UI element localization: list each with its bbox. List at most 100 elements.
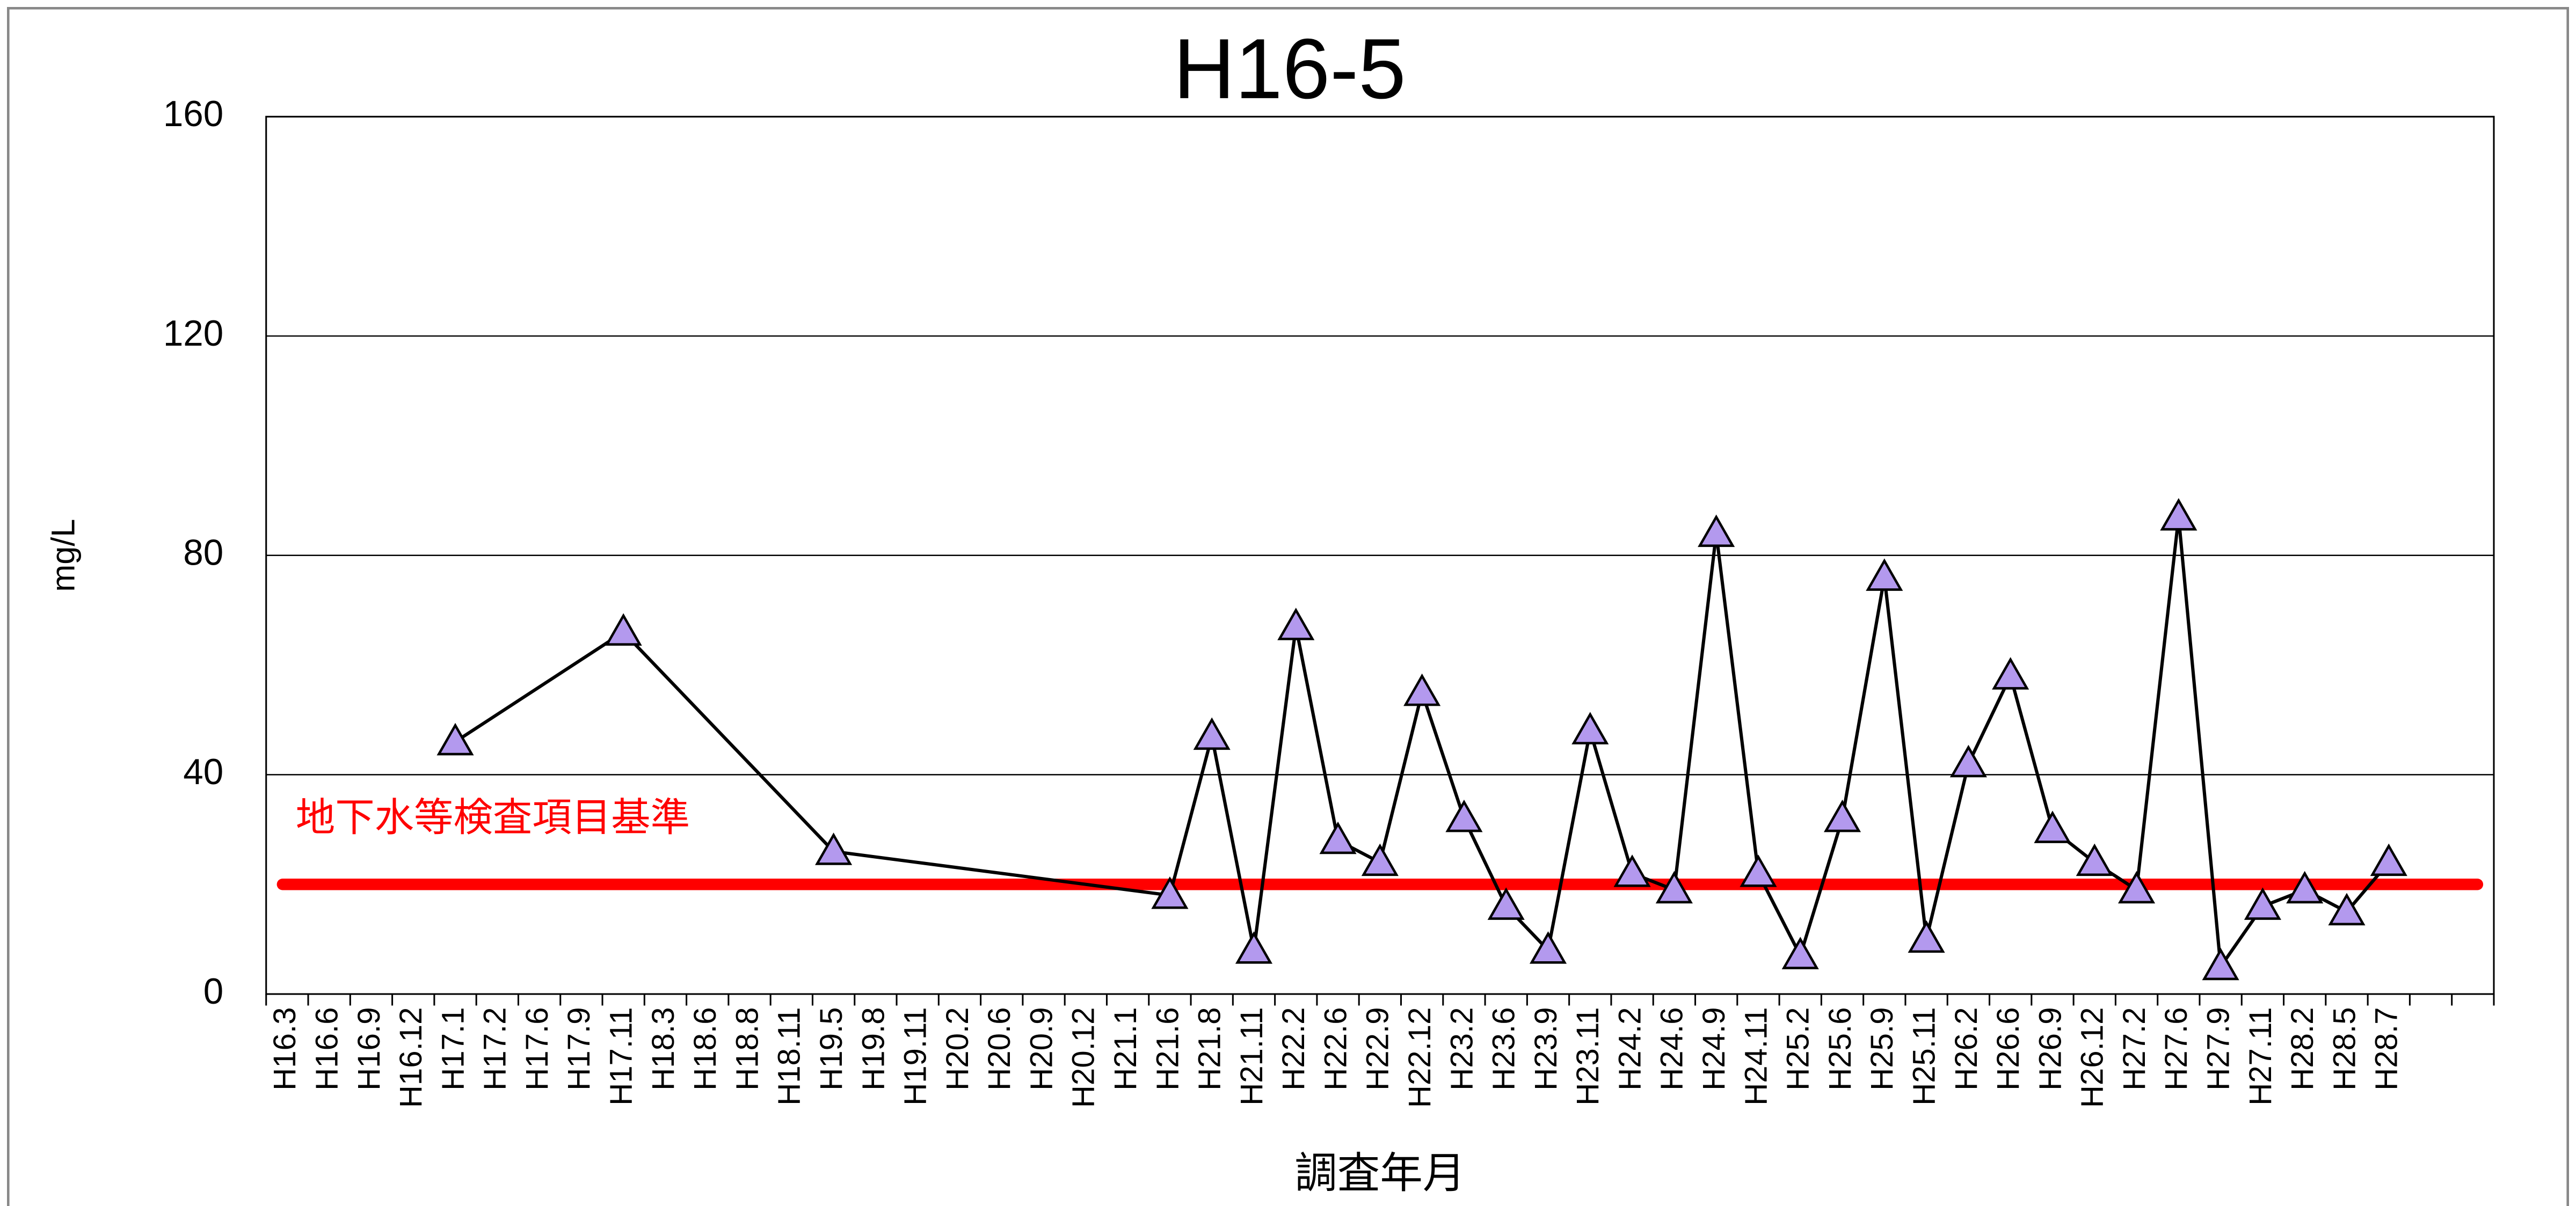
marker (815, 832, 853, 865)
x-tick-label: H20.2 (940, 1007, 975, 1091)
y-tick-label: 0 (203, 971, 223, 1012)
y-tick-label: 120 (163, 313, 223, 354)
x-tick-label: H22.9 (1360, 1007, 1395, 1091)
x-tick-label: H18.3 (646, 1007, 681, 1091)
marker (2034, 810, 2071, 843)
marker (605, 613, 642, 646)
line-segment (1757, 872, 1802, 956)
line-segment (1420, 692, 1466, 820)
x-tick-label: H28.7 (2369, 1007, 2404, 1091)
marker (1403, 673, 1441, 706)
x-tick-label: H27.2 (2117, 1007, 2152, 1091)
marker (1992, 657, 2029, 690)
line-segment (1378, 692, 1424, 863)
x-tick-label: H17.9 (562, 1007, 596, 1091)
marker (1823, 799, 1861, 832)
marker (1361, 843, 1399, 876)
x-tick-label: H24.6 (1655, 1007, 1690, 1091)
x-tick-label: H17.6 (520, 1007, 555, 1091)
x-tick-label: H21.6 (1150, 1007, 1185, 1091)
x-tick-label: H25.2 (1781, 1007, 1816, 1091)
y-tick-label: 80 (183, 532, 223, 573)
line-segment (1210, 736, 1256, 951)
line-segment (1714, 533, 1760, 874)
marker (1698, 514, 1735, 547)
line-segment (2135, 516, 2180, 890)
x-tick-label: H21.11 (1234, 1007, 1269, 1106)
line-segment (1546, 730, 1592, 951)
line-segment (1882, 577, 1929, 940)
x-tick-label: H27.9 (2201, 1007, 2236, 1091)
marker (2202, 947, 2239, 981)
marker (1319, 821, 1357, 854)
line-segment (1672, 533, 1718, 890)
x-tick-label: H19.5 (814, 1007, 849, 1091)
x-tick-label: H21.1 (1108, 1007, 1143, 1091)
marker (1277, 608, 1315, 640)
line-segment (622, 631, 835, 853)
marker (2244, 887, 2281, 920)
y-tick-label: 40 (183, 752, 223, 792)
x-tick-label: H20.6 (982, 1007, 1017, 1091)
x-tick-label: H16.12 (394, 1007, 428, 1108)
marker (2118, 871, 2156, 904)
marker (1908, 920, 1945, 953)
marker (1949, 744, 1987, 778)
marker (2328, 893, 2366, 926)
x-tick-label: H23.9 (1529, 1007, 1563, 1091)
x-tick-label: H24.2 (1612, 1007, 1647, 1091)
marker (2370, 843, 2407, 876)
x-tick-label: H28.2 (2285, 1007, 2320, 1091)
marker (1655, 871, 1693, 904)
line-segment (2009, 675, 2054, 830)
x-tick-label: H21.8 (1192, 1007, 1227, 1091)
x-tick-label: H27.11 (2243, 1007, 2278, 1106)
marker (1193, 717, 1231, 750)
line-segment (1252, 626, 1298, 951)
marker (1445, 799, 1483, 832)
x-tick-label: H18.11 (772, 1007, 807, 1106)
marker (1151, 876, 1189, 909)
marker (1235, 931, 1273, 964)
line-segment (1462, 817, 1508, 907)
marker (1781, 937, 1819, 969)
x-tick-label: H26.12 (2075, 1007, 2110, 1108)
line-segment (1840, 577, 1886, 819)
y-axis-label: mg/L (45, 519, 82, 592)
x-tick-label: H24.9 (1697, 1007, 1731, 1091)
marker (2160, 498, 2197, 531)
x-tick-label: H25.11 (1906, 1007, 1941, 1106)
line-segment (1588, 730, 1634, 874)
marker (436, 722, 474, 756)
x-tick-label: H22.12 (1402, 1007, 1437, 1108)
reference-label: 地下水等検査項目基準 (296, 795, 690, 839)
line-segment (1967, 675, 2012, 765)
y-tick-label: 160 (163, 94, 223, 134)
x-tick-label: H17.11 (604, 1007, 639, 1106)
marker (1740, 854, 1777, 887)
marker (1866, 558, 1903, 591)
x-tick-label: H19.8 (856, 1007, 891, 1091)
x-tick-label: H25.6 (1823, 1007, 1858, 1091)
marker (1613, 854, 1651, 887)
line-segment (1168, 736, 1214, 896)
x-tick-label: H20.12 (1066, 1007, 1101, 1108)
line-segment (2177, 516, 2223, 967)
line-segment (833, 850, 1170, 897)
x-tick-label: H22.2 (1276, 1007, 1311, 1091)
x-tick-label: H23.2 (1444, 1007, 1479, 1091)
x-tick-label: H16.6 (310, 1007, 345, 1091)
marker (1487, 887, 1525, 920)
marker (1571, 712, 1609, 744)
x-tick-label: H16.9 (352, 1007, 387, 1091)
line-segment (1925, 763, 1970, 940)
x-tick-label: H27.6 (2159, 1007, 2194, 1091)
x-axis-label: 調査年月 (1294, 1149, 1465, 1197)
x-tick-label: H23.6 (1487, 1007, 1522, 1091)
x-tick-label: H19.11 (898, 1007, 933, 1106)
x-tick-label: H22.6 (1318, 1007, 1353, 1091)
x-tick-label: H26.9 (2033, 1007, 2068, 1091)
marker (1529, 931, 1567, 964)
x-tick-label: H18.8 (730, 1007, 765, 1091)
